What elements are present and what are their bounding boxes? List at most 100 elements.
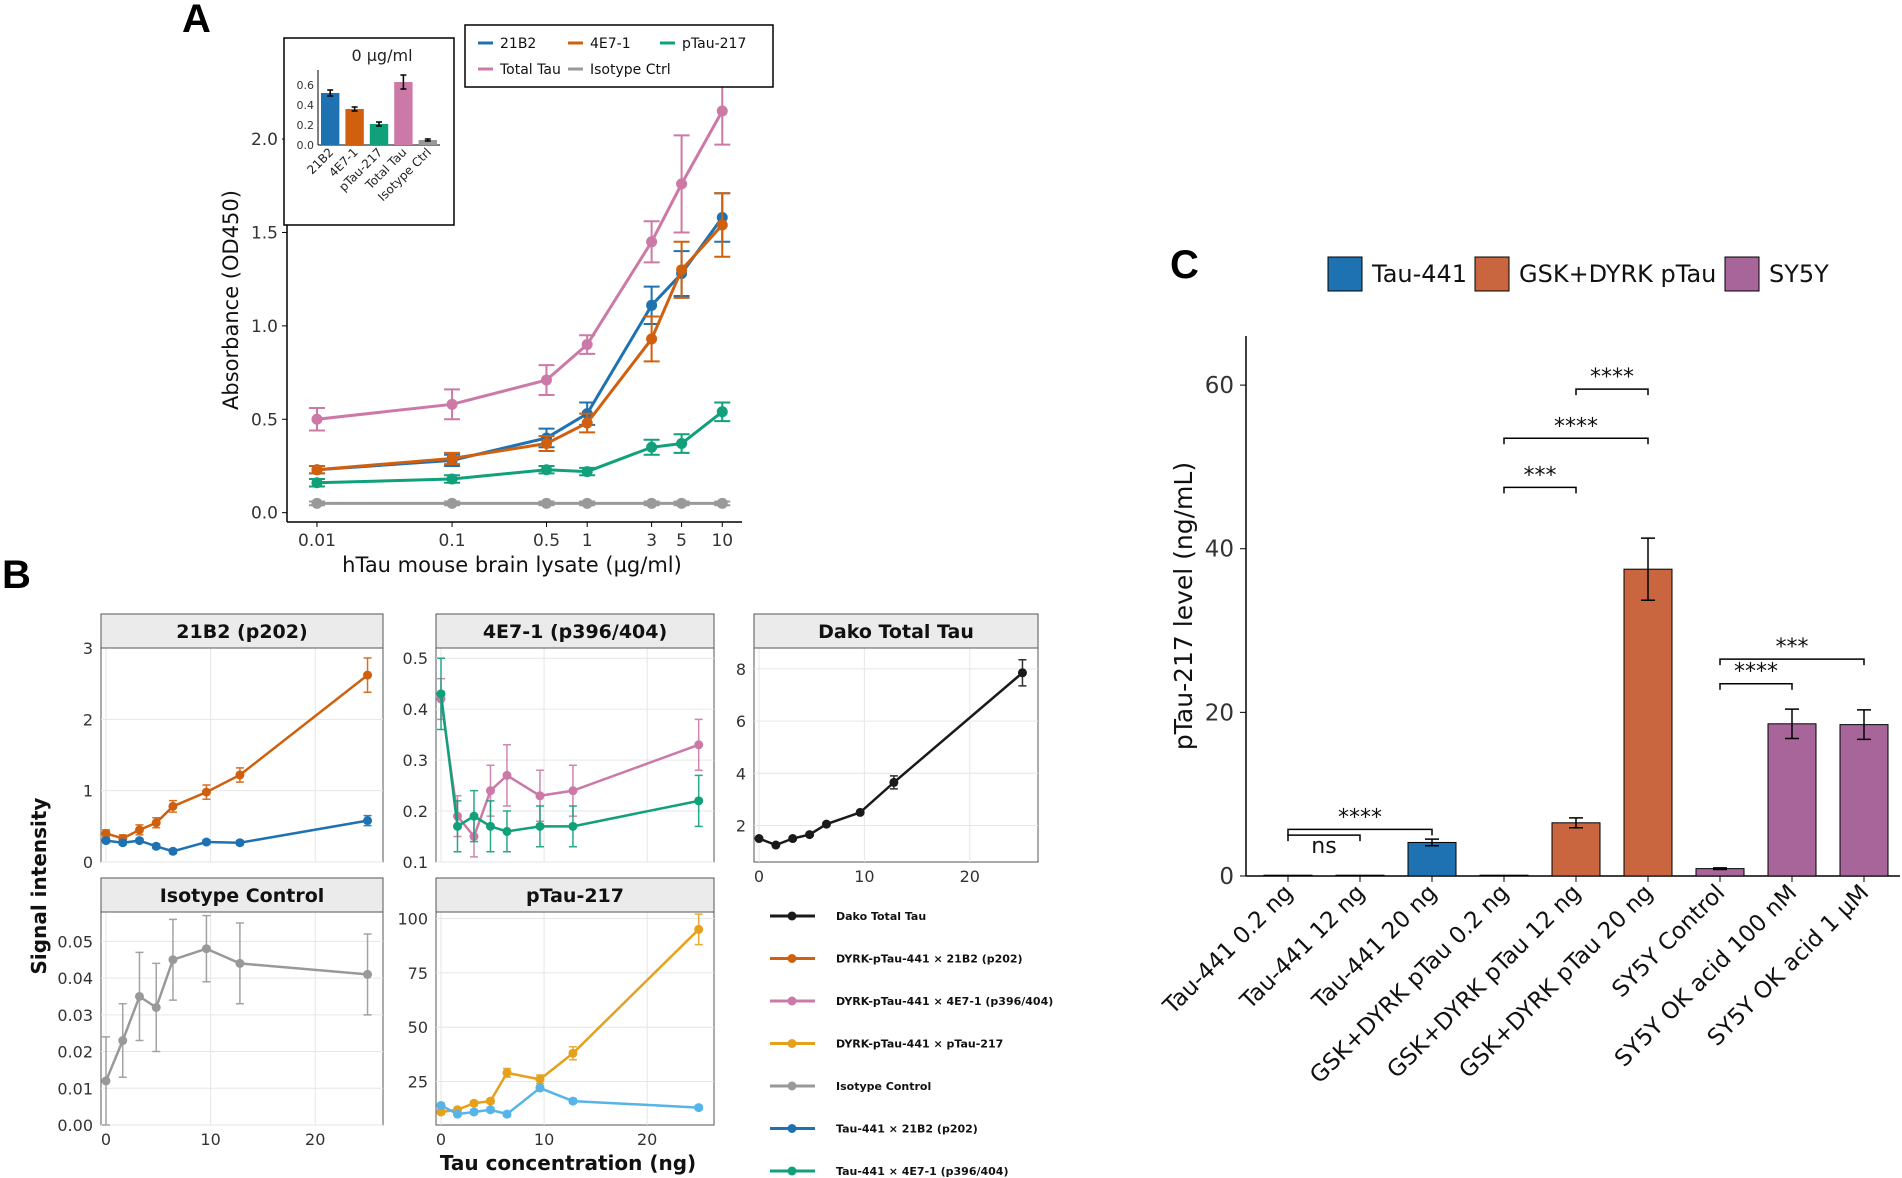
- b-y-tick-label: 2: [736, 816, 746, 835]
- b-data-point: [168, 955, 178, 965]
- b-facet-strip: [435, 613, 715, 649]
- b-data-point: [694, 796, 704, 806]
- c-error-bar: [1641, 537, 1655, 602]
- b-x-tick-label: 10: [534, 1130, 554, 1149]
- a-data-point: [540, 374, 552, 386]
- b-facet-title: pTau-217: [526, 885, 624, 907]
- a-data-point: [311, 497, 323, 509]
- a-data-point: [581, 497, 593, 509]
- b-series-tau-441-21b2-p202: [101, 814, 373, 856]
- b-legend-dot: [787, 911, 797, 921]
- b-facet-title: Isotype Control: [160, 885, 325, 907]
- b-data-point: [568, 1048, 578, 1058]
- b-series-tau-441-4e7-1-p396-404: [436, 657, 704, 853]
- c-bar-gsk-dyrk-ptau-12-ng: [1551, 822, 1601, 877]
- a-data-point: [676, 264, 688, 276]
- c-significance-label: ***: [1776, 635, 1809, 660]
- b-data-point: [469, 1098, 479, 1108]
- b-legend-label: DYRK-pTau-441 × 21B2 (p202): [836, 953, 1023, 966]
- panel-label-b: B: [2, 553, 31, 597]
- b-x-tick-label: 0: [436, 1130, 446, 1149]
- a-inset-frame: [283, 37, 455, 226]
- b-y-tick-label: 1: [83, 782, 93, 801]
- b-data-point: [134, 825, 144, 835]
- b-data-point: [168, 846, 178, 856]
- b-facet-strip: [100, 877, 384, 913]
- b-facet-frame: [753, 647, 1039, 863]
- a-inset-error-bar: [351, 106, 358, 112]
- c-bracket-line: [1503, 437, 1649, 445]
- b-data-point: [452, 821, 462, 831]
- b-legend-dot: [787, 1166, 797, 1176]
- a-inset-y-tick-label: 0.6: [297, 79, 315, 92]
- a-inset-error-bar: [424, 138, 431, 142]
- c-bar-gsk-dyrk-ptau-0-2-ng: [1479, 874, 1529, 877]
- c-error-bar: [1857, 709, 1871, 741]
- b-data-point: [134, 991, 144, 1001]
- b-y-tick-label: 0: [83, 853, 93, 872]
- c-significance-bracket: ns: [1287, 834, 1361, 859]
- a-data-point: [446, 473, 458, 485]
- b-legend-dot: [787, 954, 797, 963]
- b-x-tick-label: 20: [305, 1130, 325, 1149]
- b-y-tick-label: 3: [83, 639, 93, 658]
- b-series-dyrk-ptau-441-ptau-217: [436, 913, 704, 1117]
- c-legend-swatch: [1327, 256, 1363, 292]
- c-bar-tau-441-20-ng: [1407, 841, 1457, 877]
- b-data-point: [502, 770, 512, 780]
- c-bar-gsk-dyrk-ptau-20-ng: [1623, 568, 1673, 877]
- c-x-tick-label: Tau-441 12 ng: [1235, 880, 1370, 1015]
- a-data-point: [646, 441, 658, 453]
- c-x-tick-label: Tau-441 0.2 ng: [1158, 880, 1298, 1020]
- a-inset-bar: [418, 140, 437, 145]
- b-data-point: [151, 1002, 161, 1012]
- b-legend-dot: [787, 996, 797, 1006]
- c-error-bar: [1569, 817, 1583, 829]
- a-inset-chart: 0 µg/ml0.00.20.40.621B24E7-1pTau-217Tota…: [283, 37, 455, 226]
- b-x-tick-label: 0: [101, 1130, 111, 1149]
- a-x-tick-label: 5: [676, 531, 687, 551]
- a-inset-y-tick-label: 0.4: [297, 99, 315, 112]
- b-facet-title: 4E7-1 (p396/404): [483, 621, 667, 643]
- a-series-isotype-ctrl: [308, 497, 731, 509]
- a-inset-error-bar: [400, 74, 407, 90]
- a-data-point: [646, 333, 658, 345]
- b-data-point: [821, 819, 831, 829]
- c-legend-label: GSK+DYRK pTau: [1519, 260, 1716, 288]
- c-error-bar: [1713, 867, 1727, 871]
- a-data-point: [716, 105, 728, 117]
- c-legend: Tau-441 GSK+DYRK pTau SY5Y: [1327, 256, 1829, 292]
- b-y-tick-label: 0.02: [57, 1043, 93, 1062]
- c-legend-swatch: [1474, 256, 1510, 292]
- b-legend-dot: [787, 1081, 797, 1091]
- a-data-point: [540, 438, 552, 450]
- b-data-point: [694, 1103, 704, 1113]
- b-data-point: [101, 836, 111, 846]
- c-y-axis-title: pTau-217 level (ng/mL): [1169, 462, 1198, 750]
- c-significance-label: ****: [1734, 660, 1778, 685]
- a-series-ptau-217: [308, 401, 731, 489]
- c-significance-label: ****: [1338, 805, 1382, 830]
- c-significance-label: ****: [1590, 365, 1634, 390]
- b-y-tick-label: 0.2: [403, 802, 428, 821]
- b-series-line: [104, 947, 368, 1082]
- b-series-dako-total-tau: [754, 658, 1027, 850]
- a-data-point: [646, 236, 658, 248]
- a-x-tick-label: 0.1: [439, 531, 466, 551]
- a-inset-error-bar: [327, 89, 334, 97]
- c-bracket-line: [1575, 388, 1649, 396]
- b-data-point: [436, 689, 446, 699]
- b-x-tick-label: 10: [854, 867, 874, 886]
- c-significance-bracket: ****: [1503, 414, 1649, 445]
- panel-b-chart: 21B2 (p202) 0 1 2 3 4E7-1 (p396/404) 0.1 0.2 0.3…: [27, 613, 1053, 1178]
- a-data-point: [716, 219, 728, 231]
- b-data-point: [485, 786, 495, 796]
- a-x-axis-title: hTau mouse brain lysate (µg/ml): [342, 553, 682, 577]
- a-y-tick-label: 0.0: [251, 504, 278, 524]
- b-facet-frame: [100, 911, 384, 1126]
- a-data-point: [716, 406, 728, 418]
- c-significance-bracket: ****: [1575, 365, 1649, 396]
- b-data-point: [535, 791, 545, 801]
- b-y-axis-title: Signal intensity: [27, 798, 51, 975]
- a-legend-label: 21B2: [500, 36, 536, 52]
